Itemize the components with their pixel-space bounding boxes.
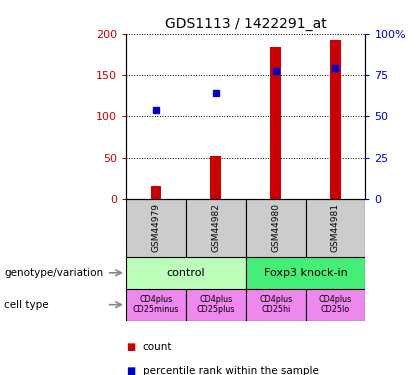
Bar [186,289,246,321]
Text: ■: ■ [126,366,135,375]
Bar [210,156,221,199]
Bar [186,199,246,257]
Bar [150,186,161,199]
Bar [126,199,186,257]
Text: ■: ■ [126,342,135,352]
Text: cell type: cell type [4,300,49,310]
Bar [306,199,365,257]
Bar [126,289,186,321]
Bar [126,257,246,289]
Text: CD4plus
CD25hi: CD4plus CD25hi [259,295,292,314]
Bar [330,39,341,199]
Bar [306,289,365,321]
Text: percentile rank within the sample: percentile rank within the sample [143,366,319,375]
Text: GSM44980: GSM44980 [271,203,280,252]
Text: genotype/variation: genotype/variation [4,268,103,278]
Text: GSM44979: GSM44979 [152,203,160,252]
Text: control: control [167,268,205,278]
Text: count: count [143,342,172,352]
Text: CD4plus
CD25minus: CD4plus CD25minus [133,295,179,314]
Bar [246,289,306,321]
Text: CD4plus
CD25lo: CD4plus CD25lo [319,295,352,314]
Text: CD4plus
CD25plus: CD4plus CD25plus [197,295,235,314]
Text: GSM44981: GSM44981 [331,203,340,252]
Text: Foxp3 knock-in: Foxp3 knock-in [264,268,347,278]
Title: GDS1113 / 1422291_at: GDS1113 / 1422291_at [165,17,327,32]
Bar [270,47,281,199]
Text: GSM44982: GSM44982 [211,203,220,252]
Bar [246,199,306,257]
Bar [246,257,365,289]
